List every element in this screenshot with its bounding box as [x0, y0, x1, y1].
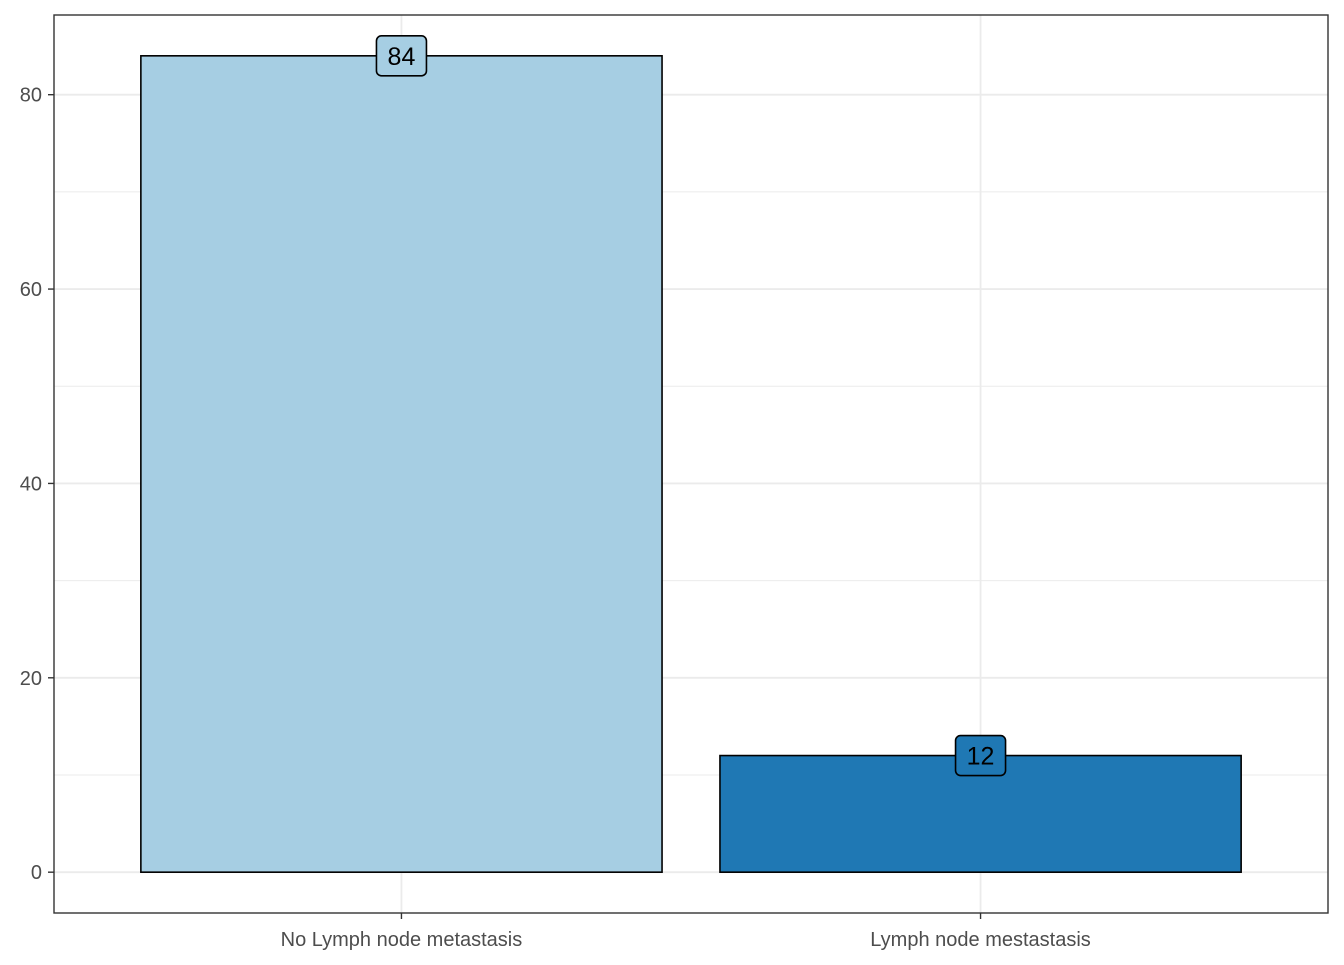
data-label: 12 [967, 743, 995, 771]
x-tick-label: No Lymph node metastasis [281, 929, 523, 951]
y-tick-label: 40 [20, 473, 42, 495]
y-tick-label: 80 [20, 85, 42, 107]
data-labels-group: 84 12 [375, 35, 1007, 777]
y-axis: 0 20 40 60 80 [20, 85, 54, 884]
plot-panel-border [53, 14, 1329, 914]
data-label-box [954, 734, 1007, 777]
y-tick-label: 20 [20, 668, 42, 690]
y-tick-label: 60 [20, 279, 42, 301]
data-label-box [375, 35, 428, 77]
bars-group [140, 55, 1242, 873]
x-tick-label: Lymph node mestastasis [870, 929, 1090, 951]
data-label: 84 [388, 43, 416, 71]
y-tick-label: 0 [31, 862, 42, 884]
bar [140, 55, 663, 873]
x-axis: No Lymph node metastasis Lymph node mesta… [281, 913, 1091, 951]
